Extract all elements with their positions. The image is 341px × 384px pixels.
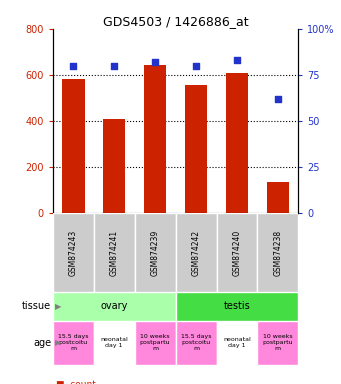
Bar xyxy=(53,213,94,292)
Text: ovary: ovary xyxy=(101,301,128,311)
Bar xyxy=(176,292,298,321)
Bar xyxy=(176,213,217,292)
Text: ▶: ▶ xyxy=(55,338,61,347)
Point xyxy=(152,59,158,65)
Point xyxy=(71,63,76,69)
Text: GSM874243: GSM874243 xyxy=(69,229,78,276)
Bar xyxy=(135,321,176,365)
Text: GSM874242: GSM874242 xyxy=(192,229,201,276)
Text: 15.5 days
postcoitu
m: 15.5 days postcoitu m xyxy=(181,334,211,351)
Text: GSM874239: GSM874239 xyxy=(151,229,160,276)
Bar xyxy=(94,213,135,292)
Text: ■  count: ■ count xyxy=(56,380,96,384)
Bar xyxy=(257,321,298,365)
Text: 10 weeks
postpartu
m: 10 weeks postpartu m xyxy=(140,334,170,351)
Bar xyxy=(185,85,207,213)
Bar xyxy=(267,182,289,213)
Bar xyxy=(94,321,135,365)
Text: ▶: ▶ xyxy=(55,302,61,311)
Text: testis: testis xyxy=(224,301,250,311)
Text: tissue: tissue xyxy=(22,301,51,311)
Text: 15.5 days
postcoitu
m: 15.5 days postcoitu m xyxy=(58,334,89,351)
Point xyxy=(112,63,117,69)
Text: GSM874241: GSM874241 xyxy=(110,229,119,276)
Bar xyxy=(176,321,217,365)
Bar xyxy=(144,65,166,213)
Bar xyxy=(217,321,257,365)
Title: GDS4503 / 1426886_at: GDS4503 / 1426886_at xyxy=(103,15,249,28)
Bar xyxy=(217,213,257,292)
Text: GSM874240: GSM874240 xyxy=(233,229,241,276)
Bar xyxy=(53,321,94,365)
Bar xyxy=(62,79,85,213)
Text: neonatal
day 1: neonatal day 1 xyxy=(100,337,128,348)
Bar xyxy=(103,119,125,213)
Bar xyxy=(135,213,176,292)
Point xyxy=(193,63,199,69)
Point xyxy=(275,96,281,102)
Text: age: age xyxy=(33,338,51,348)
Point xyxy=(234,57,240,63)
Text: GSM874238: GSM874238 xyxy=(273,229,282,276)
Bar xyxy=(257,213,298,292)
Bar xyxy=(53,292,176,321)
Bar xyxy=(226,73,248,213)
Text: neonatal
day 1: neonatal day 1 xyxy=(223,337,251,348)
Text: 10 weeks
postpartu
m: 10 weeks postpartu m xyxy=(263,334,293,351)
